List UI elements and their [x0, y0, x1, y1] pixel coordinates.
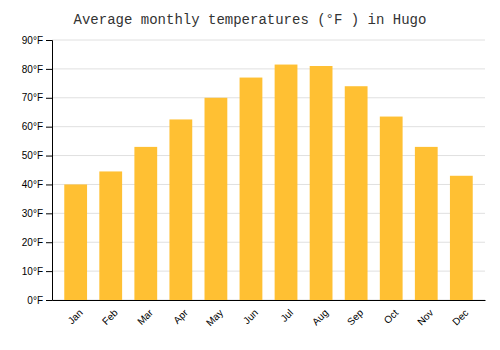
y-tick: 80°F [22, 64, 52, 75]
y-tick-mark [46, 127, 52, 128]
y-tick-mark [46, 242, 52, 243]
y-tick-label: 10°F [22, 266, 43, 277]
bar [64, 184, 87, 300]
bar [310, 66, 333, 300]
x-tick-label: Jan [66, 307, 85, 326]
chart: 0°F 10°F 20°F 30°F 40°F 50°F 60°F 70°F 80°F 90°F J… [0, 0, 500, 350]
bar [380, 117, 403, 300]
x-tick-label: Nov [415, 307, 435, 327]
x-axis: Jan Feb Mar Apr May Jun Jul Aug Sep Oct Nov Dec [53, 301, 486, 329]
y-tick-label: 50°F [22, 150, 43, 161]
x-tick: Mar [135, 307, 155, 327]
x-tick: Apr [171, 307, 190, 326]
x-tick-label: May [204, 307, 225, 328]
grid [52, 40, 485, 300]
x-tick-label: Jul [278, 307, 295, 324]
x-axis-line [53, 300, 486, 301]
grid-line [52, 40, 485, 41]
y-tick-mark [46, 156, 52, 157]
bar [169, 119, 192, 300]
x-tick-label: Apr [171, 307, 190, 326]
x-tick-label: Feb [100, 307, 120, 327]
y-tick-label: 80°F [22, 64, 43, 75]
bar [450, 176, 473, 300]
y-tick-mark [46, 98, 52, 99]
x-tick: Oct [382, 307, 401, 326]
x-tick: Jul [278, 307, 295, 324]
y-tick-label: 20°F [22, 237, 43, 248]
bar [99, 171, 122, 300]
y-tick-label: 30°F [22, 208, 43, 219]
y-tick-mark [46, 213, 52, 214]
bar [134, 147, 157, 300]
y-tick-mark [46, 300, 52, 301]
y-tick-label: 70°F [22, 92, 43, 103]
bar [275, 65, 298, 300]
y-tick: 0°F [27, 295, 52, 306]
y-tick-label: 0°F [27, 295, 43, 306]
x-tick: Aug [310, 307, 330, 327]
y-tick: 90°F [22, 35, 52, 46]
x-tick: Sep [345, 307, 366, 328]
x-tick: Dec [450, 307, 470, 327]
x-tick: Feb [100, 307, 120, 327]
x-tick-label: Jun [241, 307, 260, 326]
bar [345, 86, 368, 300]
y-tick: 70°F [22, 92, 52, 103]
y-tick: 50°F [22, 150, 52, 161]
x-tick-label: Dec [450, 307, 470, 327]
plot: 0°F 10°F 20°F 30°F 40°F 50°F 60°F 70°F 80°F 90°F J… [22, 35, 486, 329]
x-tick: May [204, 307, 225, 328]
y-tick: 40°F [22, 179, 52, 190]
bar [415, 147, 438, 300]
grid-line [52, 126, 485, 127]
y-tick: 10°F [22, 266, 52, 277]
y-tick-mark [46, 69, 52, 70]
x-tick: Jan [66, 307, 85, 326]
bars [64, 65, 472, 300]
bar [205, 98, 228, 300]
y-tick-mark [46, 184, 52, 185]
y-tick-mark [46, 40, 52, 41]
y-tick: 20°F [22, 237, 52, 248]
y-tick: 60°F [22, 121, 52, 132]
x-tick-label: Aug [310, 307, 330, 327]
x-tick-label: Mar [135, 307, 155, 327]
y-tick-label: 60°F [22, 121, 43, 132]
x-tick-label: Sep [345, 307, 366, 328]
title: Average monthly temperatures (°F ) in Hu… [74, 12, 427, 28]
y-axis: 0°F 10°F 20°F 30°F 40°F 50°F 60°F 70°F 80°F 90°F [22, 35, 53, 306]
y-tick-mark [46, 271, 52, 272]
grid-line [52, 68, 485, 69]
x-tick: Nov [415, 307, 435, 327]
y-tick-label: 90°F [22, 35, 43, 46]
x-tick: Jun [241, 307, 260, 326]
y-tick-label: 40°F [22, 179, 43, 190]
y-axis-line [46, 41, 53, 301]
x-tick-label: Oct [382, 307, 401, 326]
grid-line [52, 97, 485, 98]
bar [240, 78, 263, 300]
y-tick: 30°F [22, 208, 52, 219]
